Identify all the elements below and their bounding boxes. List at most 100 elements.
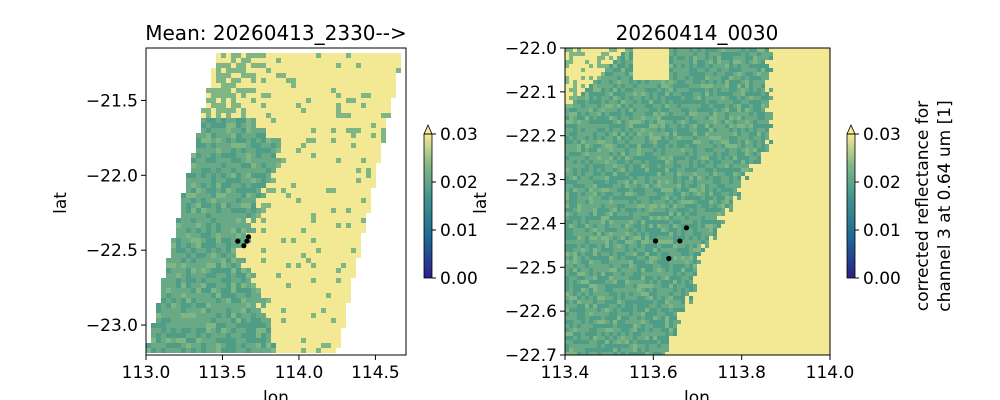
- heatmap-cell: [809, 84, 813, 88]
- heatmap-cell: [789, 148, 793, 152]
- heatmap-cell: [565, 152, 569, 156]
- heatmap-cell: [581, 128, 585, 132]
- heatmap-cell: [296, 348, 301, 353]
- heatmap-cell: [573, 184, 577, 188]
- heatmap-cell: [316, 148, 321, 153]
- heatmap-cell: [745, 52, 749, 56]
- heatmap-cell: [196, 333, 201, 338]
- heatmap-cell: [226, 273, 231, 278]
- heatmap-cell: [689, 204, 693, 208]
- heatmap-cell: [351, 103, 356, 108]
- heatmap-cell: [251, 313, 256, 318]
- heatmap-cell: [251, 223, 256, 228]
- heatmap-cell: [261, 223, 266, 228]
- heatmap-cell: [581, 176, 585, 180]
- heatmap-cell: [281, 138, 286, 143]
- heatmap-cell: [661, 68, 665, 72]
- heatmap-cell: [761, 192, 765, 196]
- heatmap-cell: [366, 63, 371, 68]
- heatmap-cell: [356, 133, 361, 138]
- heatmap-cell: [601, 116, 605, 120]
- heatmap-cell: [713, 124, 717, 128]
- heatmap-cell: [777, 204, 781, 208]
- heatmap-cell: [733, 48, 737, 52]
- heatmap-cell: [709, 184, 713, 188]
- heatmap-cell: [645, 56, 649, 60]
- heatmap-cell: [717, 132, 721, 136]
- heatmap-cell: [281, 163, 286, 168]
- heatmap-cell: [825, 128, 829, 132]
- heatmap-cell: [693, 192, 697, 196]
- heatmap-cell: [577, 200, 581, 204]
- heatmap-cell: [637, 96, 641, 100]
- heatmap-cell: [351, 173, 356, 178]
- heatmap-cell: [661, 192, 665, 196]
- heatmap-cell: [689, 152, 693, 156]
- heatmap-cell: [769, 204, 773, 208]
- heatmap-cell: [271, 293, 276, 298]
- heatmap-cell: [797, 100, 801, 104]
- heatmap-cell: [351, 128, 356, 133]
- heatmap-cell: [226, 198, 231, 203]
- heatmap-cell: [645, 88, 649, 92]
- heatmap-cell: [821, 68, 825, 72]
- heatmap-cell: [296, 178, 301, 183]
- heatmap-cell: [311, 268, 316, 273]
- heatmap-cell: [821, 84, 825, 88]
- heatmap-cell: [677, 192, 681, 196]
- heatmap-cell: [311, 183, 316, 188]
- heatmap-cell: [381, 113, 386, 118]
- heatmap-cell: [226, 68, 231, 73]
- heatmap-cell: [296, 268, 301, 273]
- heatmap-cell: [701, 140, 705, 144]
- heatmap-cell: [613, 196, 617, 200]
- heatmap-cell: [649, 136, 653, 140]
- heatmap-cell: [717, 200, 721, 204]
- heatmap-cell: [281, 348, 286, 353]
- heatmap-cell: [271, 328, 276, 333]
- heatmap-cell: [331, 203, 336, 208]
- heatmap-cell: [216, 243, 221, 248]
- heatmap-cell: [231, 238, 236, 243]
- heatmap-cell: [311, 223, 316, 228]
- heatmap-cell: [693, 88, 697, 92]
- heatmap-cell: [721, 204, 725, 208]
- heatmap-cell: [653, 76, 657, 80]
- heatmap-cell: [281, 118, 286, 123]
- heatmap-cell: [211, 238, 216, 243]
- heatmap-cell: [721, 88, 725, 92]
- heatmap-cell: [761, 160, 765, 164]
- heatmap-cell: [573, 72, 577, 76]
- heatmap-cell: [729, 200, 733, 204]
- heatmap-cell: [817, 164, 821, 168]
- heatmap-cell: [649, 144, 653, 148]
- heatmap-cell: [713, 144, 717, 148]
- heatmap-cell: [286, 93, 291, 98]
- heatmap-cell: [311, 88, 316, 93]
- heatmap-cell: [709, 116, 713, 120]
- heatmap-cell: [201, 253, 206, 258]
- heatmap-cell: [797, 168, 801, 172]
- heatmap-cell: [176, 338, 181, 343]
- heatmap-cell: [371, 83, 376, 88]
- heatmap-cell: [661, 136, 665, 140]
- heatmap-cell: [785, 84, 789, 88]
- heatmap-cell: [665, 204, 669, 208]
- heatmap-cell: [191, 338, 196, 343]
- heatmap-cell: [621, 92, 625, 96]
- heatmap-cell: [341, 173, 346, 178]
- heatmap-cell: [221, 68, 226, 73]
- heatmap-cell: [311, 253, 316, 258]
- heatmap-cell: [625, 148, 629, 152]
- heatmap-cell: [306, 323, 311, 328]
- heatmap-cell: [821, 96, 825, 100]
- heatmap-cell: [657, 196, 661, 200]
- heatmap-cell: [809, 104, 813, 108]
- heatmap-cell: [737, 124, 741, 128]
- heatmap-cell: [286, 183, 291, 188]
- heatmap-cell: [629, 96, 633, 100]
- heatmap-cell: [737, 172, 741, 176]
- heatmap-cell: [729, 68, 733, 72]
- heatmap-cell: [733, 152, 737, 156]
- heatmap-cell: [301, 313, 306, 318]
